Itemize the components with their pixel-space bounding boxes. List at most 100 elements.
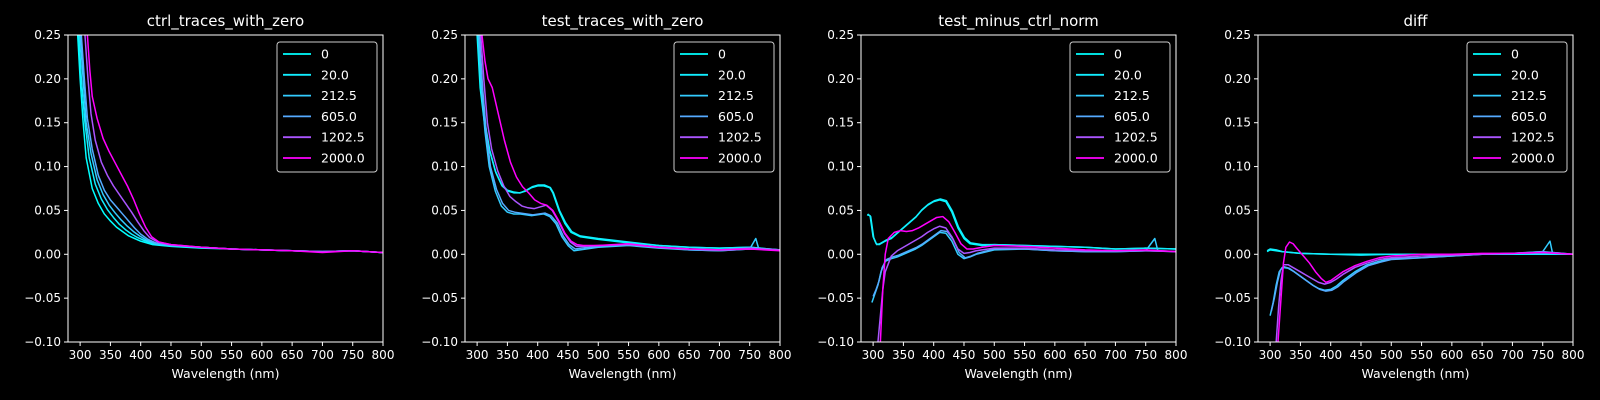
y-tick-label: 0.00 [1224,247,1251,261]
x-tick-label: 600 [1043,348,1066,362]
x-tick-label: 600 [250,348,273,362]
legend-label: 20.0 [1114,67,1142,82]
y-tick-label: 0.20 [34,72,61,86]
legend: 0 20.0 212.5 605.0 1202.5 2000.0 [673,41,775,173]
y-tick-label: 0.10 [34,160,61,174]
x-tick-label: 300 [466,348,489,362]
x-tick-label: 400 [1319,348,1342,362]
series-group [866,198,1176,342]
x-axis-label: Wavelength (nm) [569,366,677,381]
x-tick-label: 700 [1104,348,1127,362]
legend-label: 1202.5 [1114,130,1158,145]
legend-label: 1202.5 [718,130,762,145]
series-line-2000.0 [1277,241,1573,342]
panel-3: diff 300 350 400 450 500 550 600 650 700 750 800 −0.… [1214,12,1584,381]
x-tick-label: 550 [220,348,243,362]
panel-1: test_traces_with_zero 300 350 400 450 500 550 6… [421,12,791,381]
x-tick-label: 350 [496,348,519,362]
legend: 0 20.0 212.5 605.0 1202.5 2000.0 [276,41,378,173]
y-tick-label: 0.15 [34,116,61,130]
x-tick-label: 650 [1074,348,1097,362]
chart-title: test_minus_ctrl_norm [938,12,1099,31]
panel-2: test_minus_ctrl_norm 300 350 400 450 500 550 60… [817,12,1187,381]
series-group [76,35,383,254]
legend-label: 605.0 [718,109,754,124]
chart-title: ctrl_traces_with_zero [147,12,304,31]
y-tick-label: 0.25 [431,28,458,42]
y-tick-label: 0.05 [1224,203,1251,217]
x-tick-label: 750 [341,348,364,362]
legend-label: 0 [321,47,329,62]
y-tick-label: 0.10 [431,160,458,174]
y-tick-label: −0.05 [1214,291,1251,305]
x-tick-label: 600 [1440,348,1463,362]
plot-frame [1257,34,1574,343]
legend-label: 2000.0 [321,151,365,166]
y-tick-label: 0.00 [34,247,61,261]
legend: 0 20.0 212.5 605.0 1202.5 2000.0 [1069,41,1171,173]
x-tick-label: 500 [587,348,610,362]
x-tick-label: 750 [1531,348,1554,362]
x-tick-label: 650 [678,348,701,362]
series-line-1202.5 [1275,251,1573,342]
series-line-605.0 [872,229,1176,297]
y-tick-label: 0.25 [34,28,61,42]
x-tick-label: 400 [129,348,152,362]
y-tick-label: −0.10 [1214,335,1251,349]
x-axis-label: Wavelength (nm) [965,366,1073,381]
x-tick-label: 750 [1134,348,1157,362]
legend-label: 20.0 [718,67,746,82]
series-line-20.0 [867,198,1176,250]
legend-label: 1202.5 [321,130,365,145]
x-tick-label: 500 [1380,348,1403,362]
x-tick-label: 450 [1350,348,1373,362]
legend-label: 605.0 [1114,109,1150,124]
y-tick-label: 0.00 [827,247,854,261]
x-tick-label: 550 [1013,348,1036,362]
series-line-20.0 [476,35,780,251]
y-tick-label: 0.15 [827,116,854,130]
series-line-2000.0 [86,35,383,254]
legend-label: 605.0 [1511,109,1547,124]
series-line-2000.0 [879,215,1176,342]
legend-label: 212.5 [1114,88,1150,103]
y-tick-label: 0.15 [431,116,458,130]
legend-label: 0 [1511,47,1519,62]
x-tick-label: 300 [1259,348,1282,362]
series-line-212.5 [871,231,1176,303]
legend-label: 2000.0 [718,151,762,166]
y-tick-label: 0.05 [827,203,854,217]
x-axis-label: Wavelength (nm) [172,366,280,381]
y-tick-label: −0.10 [24,335,61,349]
x-tick-label: 400 [526,348,549,362]
y-tick-label: −0.05 [817,291,854,305]
legend-label: 0 [718,47,726,62]
y-tick-label: −0.10 [817,335,854,349]
y-tick-label: 0.10 [1224,160,1251,174]
x-tick-label: 800 [1165,348,1188,362]
x-tick-label: 450 [557,348,580,362]
x-tick-label: 550 [617,348,640,362]
legend-label: 605.0 [321,109,357,124]
x-tick-label: 650 [281,348,304,362]
plot-frame [67,34,384,343]
legend-label: 2000.0 [1114,151,1158,166]
x-tick-label: 800 [1562,348,1585,362]
x-tick-label: 300 [69,348,92,362]
y-tick-label: 0.20 [431,72,458,86]
x-tick-label: 600 [647,348,670,362]
chart-title: test_traces_with_zero [542,12,704,31]
x-axis-label: Wavelength (nm) [1362,366,1470,381]
y-tick-label: 0.20 [827,72,854,86]
y-tick-label: 0.25 [827,28,854,42]
x-tick-label: 400 [922,348,945,362]
y-tick-label: 0.20 [1224,72,1251,86]
legend-label: 212.5 [321,88,357,103]
x-tick-label: 350 [892,348,915,362]
y-tick-label: 0.05 [431,203,458,217]
series-line-1202.5 [877,225,1176,342]
legend-label: 1202.5 [1511,130,1555,145]
y-tick-label: −0.05 [421,291,458,305]
legend-label: 20.0 [321,67,349,82]
